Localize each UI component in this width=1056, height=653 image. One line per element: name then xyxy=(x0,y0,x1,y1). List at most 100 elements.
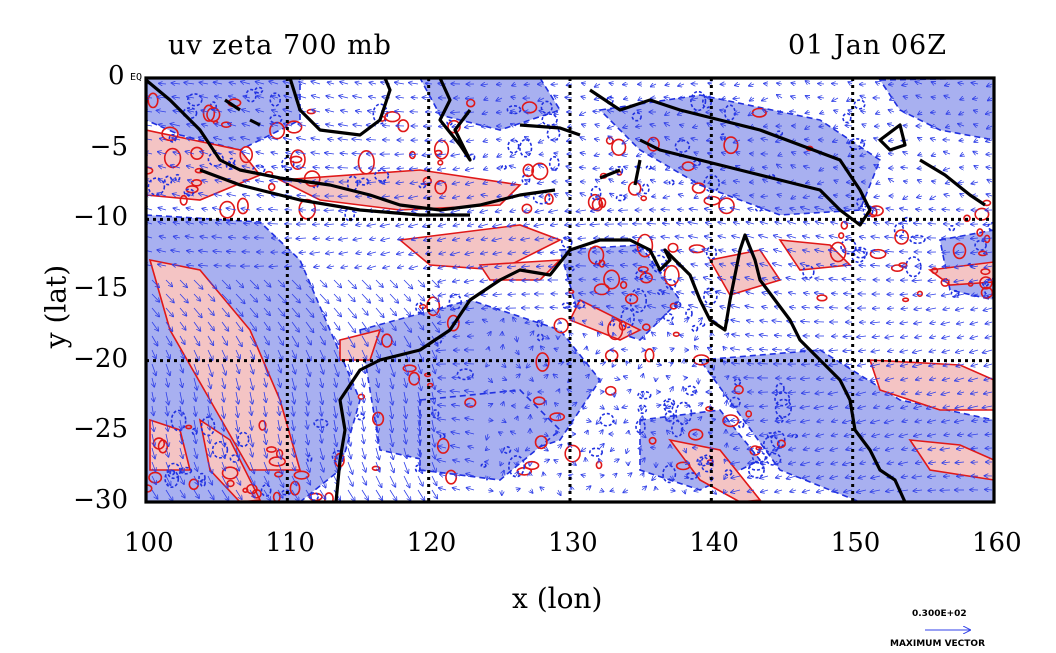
wind-vector xyxy=(876,182,880,184)
wind-vector xyxy=(751,168,755,170)
wind-vector xyxy=(157,110,167,112)
negative-contour-blob xyxy=(179,466,193,475)
wind-vector xyxy=(355,82,363,84)
wind-vector xyxy=(652,168,656,169)
wind-vector xyxy=(228,124,237,127)
positive-contour-blob xyxy=(675,461,691,471)
wind-vector xyxy=(596,196,600,197)
positive-contour-blob xyxy=(531,162,549,181)
wind-vector xyxy=(340,82,349,84)
wind-vector xyxy=(763,110,769,113)
wind-vector xyxy=(381,182,391,183)
wind-vector xyxy=(735,84,741,85)
negative-contour-blob xyxy=(280,157,295,172)
wind-vector xyxy=(313,224,321,225)
wind-vector xyxy=(325,153,335,154)
wind-vector xyxy=(946,126,950,128)
wind-vector xyxy=(846,196,853,197)
wind-vector xyxy=(595,154,601,156)
positive-contour-blob xyxy=(521,101,538,114)
equator-marker: EQ xyxy=(130,72,143,83)
wind-vector xyxy=(482,126,489,127)
negative-contour-blob xyxy=(414,464,421,473)
wind-vector xyxy=(874,165,881,168)
wind-vector xyxy=(721,168,727,170)
wind-vector xyxy=(484,168,488,170)
wind-vector xyxy=(860,96,867,98)
wind-vector xyxy=(791,165,797,168)
positive-contour-blob xyxy=(976,228,984,237)
wind-vector xyxy=(918,154,922,155)
wind-vector xyxy=(974,140,978,142)
wind-vector xyxy=(845,125,853,126)
wind-vector xyxy=(257,138,265,140)
negative-contour-blob xyxy=(228,157,236,164)
wind-vector xyxy=(551,84,559,85)
wind-vector xyxy=(173,194,181,196)
wind-vector xyxy=(637,154,643,156)
x-tick-label: 100 xyxy=(124,528,174,558)
wind-vector xyxy=(595,139,601,140)
wind-vector xyxy=(579,280,587,281)
wind-vector xyxy=(352,139,363,140)
wind-vector xyxy=(778,112,782,114)
positive-contour-blob xyxy=(636,233,654,258)
wind-vector xyxy=(931,112,937,113)
wind-vector xyxy=(745,406,755,407)
wind-vector xyxy=(451,154,461,156)
wind-vector xyxy=(256,180,265,182)
wind-vector xyxy=(580,193,587,196)
negative-contour-blob xyxy=(620,307,635,329)
positive-contour-blob xyxy=(408,371,421,386)
wind-vector xyxy=(734,181,741,182)
positive-contour-blob xyxy=(624,293,639,305)
wind-vector xyxy=(834,180,838,182)
wind-vector xyxy=(395,196,405,198)
wind-vector xyxy=(986,112,993,114)
wind-vector xyxy=(326,167,335,168)
wind-vector xyxy=(960,167,964,168)
negative-contour-blob xyxy=(456,368,474,381)
wind-vector xyxy=(593,168,601,169)
positive-contour-blob xyxy=(618,320,627,331)
wind-vector xyxy=(610,168,615,169)
wind-vector xyxy=(734,378,741,379)
negative-contour-blob xyxy=(588,447,603,457)
wind-vector xyxy=(806,81,811,84)
wind-vector xyxy=(453,196,461,198)
wind-vector xyxy=(467,140,475,141)
negative-contour-blob xyxy=(729,396,741,408)
wind-vector xyxy=(200,152,209,155)
wind-vector xyxy=(396,97,405,98)
negative-contour-blob xyxy=(546,126,561,142)
wind-vector xyxy=(608,136,615,140)
wind-vector xyxy=(339,96,349,98)
y-tick-label: −20 xyxy=(73,343,128,374)
wind-vector xyxy=(639,448,643,449)
wind-vector xyxy=(159,125,167,127)
wind-vector xyxy=(284,96,293,98)
wind-vector xyxy=(818,97,825,98)
negative-contour-blob xyxy=(747,461,765,479)
wind-vector xyxy=(497,139,503,140)
wind-vector xyxy=(410,154,419,155)
wind-vector xyxy=(566,166,573,168)
wind-vector xyxy=(942,252,951,253)
wind-vector xyxy=(566,193,573,196)
wind-vector xyxy=(395,154,405,155)
wind-vector xyxy=(903,152,909,154)
wind-vector xyxy=(778,154,782,156)
wind-vector xyxy=(229,96,237,98)
wind-vector xyxy=(974,124,978,126)
wind-vector xyxy=(496,98,503,101)
wind-vector xyxy=(987,180,993,182)
wind-vector xyxy=(708,83,712,84)
y-tick-label: −15 xyxy=(73,273,128,303)
positive-contour-blob xyxy=(553,317,569,334)
wind-vector xyxy=(438,182,447,184)
wind-vector xyxy=(762,98,769,101)
wind-vector xyxy=(819,126,825,127)
wind-vector xyxy=(691,138,699,140)
wind-vector xyxy=(974,166,978,168)
